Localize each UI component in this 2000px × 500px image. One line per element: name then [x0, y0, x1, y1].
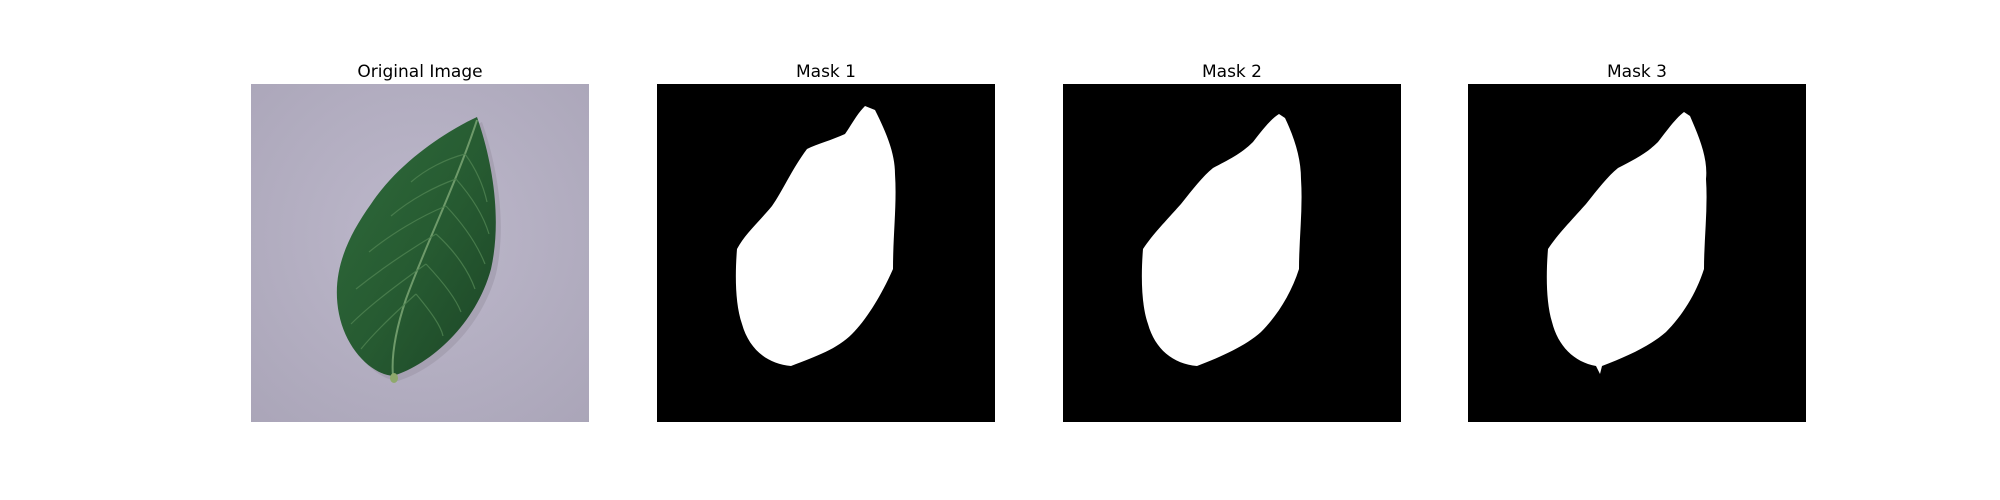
mask-3-panel: Mask 3: [1468, 60, 1806, 422]
mask-2-image: [1063, 84, 1401, 422]
original-image: [251, 84, 589, 422]
mask-1-image: [657, 84, 995, 422]
panel-title: Original Image: [251, 60, 589, 84]
mask-3-image: [1468, 84, 1806, 422]
panel-title: Mask 2: [1063, 60, 1401, 84]
panel-title: Mask 1: [657, 60, 995, 84]
leaf-stem: [390, 373, 398, 383]
mask-2-panel: Mask 2: [1063, 60, 1401, 422]
original-image-panel: Original Image: [251, 60, 589, 422]
panel-title: Mask 3: [1468, 60, 1806, 84]
mask-1-panel: Mask 1: [657, 60, 995, 422]
